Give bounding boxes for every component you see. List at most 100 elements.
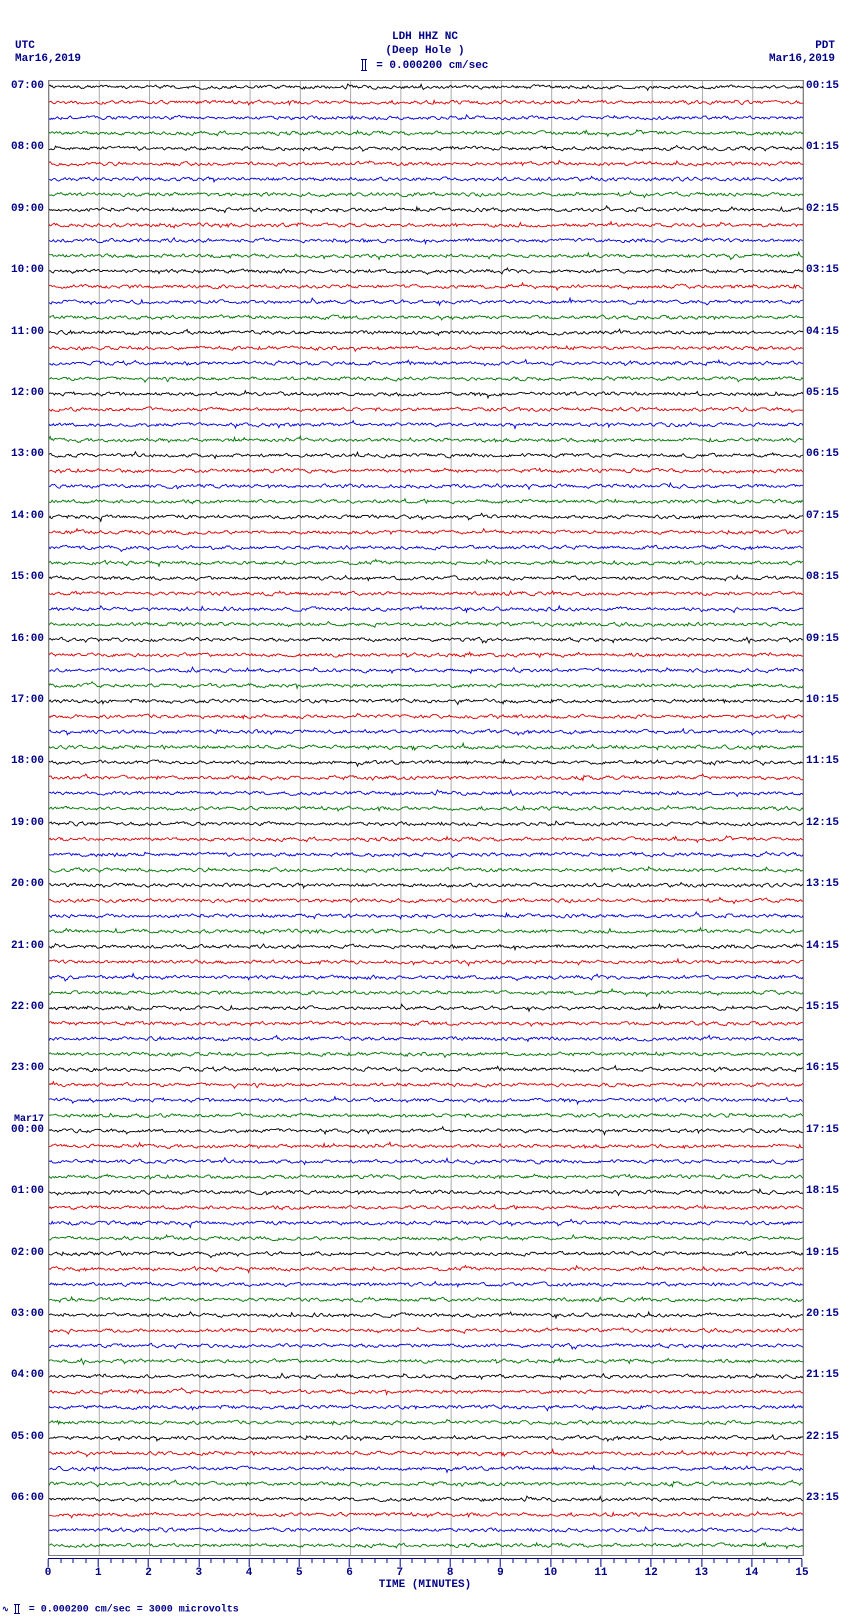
- left-time-axis: 07:0008:0009:0010:0011:0012:0013:0014:00…: [0, 80, 46, 1556]
- right-time-label: 04:15: [806, 327, 839, 338]
- scale-indicator: = 0.000200 cm/sec: [0, 59, 850, 73]
- x-minor-tick: [261, 1559, 262, 1563]
- left-time-label: 20:00: [11, 879, 44, 890]
- x-axis-ticks: 0123456789101112131415: [48, 1558, 802, 1577]
- x-tick: 6: [346, 1559, 353, 1579]
- x-tick: 2: [145, 1559, 152, 1579]
- x-minor-tick: [726, 1559, 727, 1563]
- left-time-label: 15:00: [11, 572, 44, 583]
- right-time-label: 12:15: [806, 818, 839, 829]
- x-minor-tick: [211, 1559, 212, 1563]
- x-tick: 8: [447, 1559, 454, 1579]
- x-tick: 4: [246, 1559, 253, 1579]
- right-time-label: 01:15: [806, 142, 839, 153]
- right-time-label: 22:15: [806, 1432, 839, 1443]
- left-time-label: 02:00: [11, 1248, 44, 1259]
- left-time-label: 05:00: [11, 1432, 44, 1443]
- scale-text: = 0.000200 cm/sec: [376, 60, 488, 72]
- x-minor-tick: [123, 1559, 124, 1563]
- right-time-label: 09:15: [806, 634, 839, 645]
- left-time-label: 16:00: [11, 634, 44, 645]
- x-minor-tick: [676, 1559, 677, 1563]
- x-minor-tick: [173, 1559, 174, 1563]
- x-minor-tick: [387, 1559, 388, 1563]
- left-time-label: 10:00: [11, 265, 44, 276]
- x-minor-tick: [512, 1559, 513, 1563]
- right-time-label: 13:15: [806, 879, 839, 890]
- right-time-label: 08:15: [806, 572, 839, 583]
- x-minor-tick: [563, 1559, 564, 1563]
- x-minor-tick: [286, 1559, 287, 1563]
- x-tick: 7: [397, 1559, 404, 1579]
- left-time-label: 19:00: [11, 818, 44, 829]
- x-minor-tick: [374, 1559, 375, 1563]
- x-minor-tick: [475, 1559, 476, 1563]
- x-minor-tick: [613, 1559, 614, 1563]
- right-time-label: 14:15: [806, 941, 839, 952]
- footer-prefix-icon: ∿: [2, 1606, 9, 1615]
- x-tick: 9: [497, 1559, 504, 1579]
- right-tz-label: PDT: [769, 40, 835, 53]
- right-time-label: 19:15: [806, 1248, 839, 1259]
- header-center: LDH HHZ NC (Deep Hole ) = 0.000200 cm/se…: [0, 30, 850, 73]
- left-time-label: 00:00: [11, 1125, 44, 1136]
- x-minor-tick: [186, 1559, 187, 1563]
- left-time-label: 12:00: [11, 388, 44, 399]
- right-time-label: 21:15: [806, 1370, 839, 1381]
- x-minor-tick: [789, 1559, 790, 1563]
- left-time-label: 07:00: [11, 81, 44, 92]
- scale-bar-icon: [362, 59, 366, 71]
- x-axis: 0123456789101112131415 TIME (MINUTES): [48, 1558, 802, 1598]
- left-time-label: 13:00: [11, 449, 44, 460]
- x-minor-tick: [161, 1559, 162, 1563]
- x-minor-tick: [575, 1559, 576, 1563]
- x-minor-tick: [223, 1559, 224, 1563]
- title-line2: (Deep Hole ): [0, 44, 850, 58]
- footer-text: = 0.000200 cm/sec = 3000 microvolts: [29, 1605, 239, 1616]
- x-minor-tick: [73, 1559, 74, 1563]
- right-time-label: 06:15: [806, 449, 839, 460]
- x-minor-tick: [60, 1559, 61, 1563]
- x-tick: 15: [795, 1559, 808, 1579]
- x-tick: 13: [695, 1559, 708, 1579]
- x-tick: 5: [296, 1559, 303, 1579]
- left-time-label: 14:00: [11, 511, 44, 522]
- x-minor-tick: [236, 1559, 237, 1563]
- left-time-label: 01:00: [11, 1186, 44, 1197]
- left-time-label: 04:00: [11, 1370, 44, 1381]
- right-date-label: Mar16,2019: [769, 53, 835, 66]
- x-minor-tick: [739, 1559, 740, 1563]
- left-time-label: 21:00: [11, 941, 44, 952]
- right-time-label: 00:15: [806, 81, 839, 92]
- x-minor-tick: [638, 1559, 639, 1563]
- x-minor-tick: [776, 1559, 777, 1563]
- left-time-label: 11:00: [11, 327, 44, 338]
- footer: ∿ = 0.000200 cm/sec = 3000 microvolts: [2, 1604, 850, 1616]
- x-minor-tick: [135, 1559, 136, 1563]
- seismogram-plot: [48, 80, 804, 1556]
- x-tick: 3: [195, 1559, 202, 1579]
- x-minor-tick: [324, 1559, 325, 1563]
- x-tick: 11: [594, 1559, 607, 1579]
- right-time-label: 18:15: [806, 1186, 839, 1197]
- right-time-label: 17:15: [806, 1125, 839, 1136]
- x-minor-tick: [437, 1559, 438, 1563]
- x-tick: 14: [745, 1559, 758, 1579]
- x-minor-tick: [311, 1559, 312, 1563]
- x-tick: 12: [645, 1559, 658, 1579]
- left-time-label: 18:00: [11, 756, 44, 767]
- left-time-label: 06:00: [11, 1493, 44, 1504]
- x-tick: 1: [95, 1559, 102, 1579]
- title-line1: LDH HHZ NC: [0, 30, 850, 44]
- x-minor-tick: [362, 1559, 363, 1563]
- x-minor-tick: [337, 1559, 338, 1563]
- right-time-axis: 00:1501:1502:1503:1504:1505:1506:1507:15…: [804, 80, 850, 1556]
- x-minor-tick: [274, 1559, 275, 1563]
- right-time-label: 10:15: [806, 695, 839, 706]
- x-minor-tick: [110, 1559, 111, 1563]
- right-time-label: 16:15: [806, 1063, 839, 1074]
- x-minor-tick: [525, 1559, 526, 1563]
- right-time-label: 15:15: [806, 1002, 839, 1013]
- right-time-label: 03:15: [806, 265, 839, 276]
- x-minor-tick: [85, 1559, 86, 1563]
